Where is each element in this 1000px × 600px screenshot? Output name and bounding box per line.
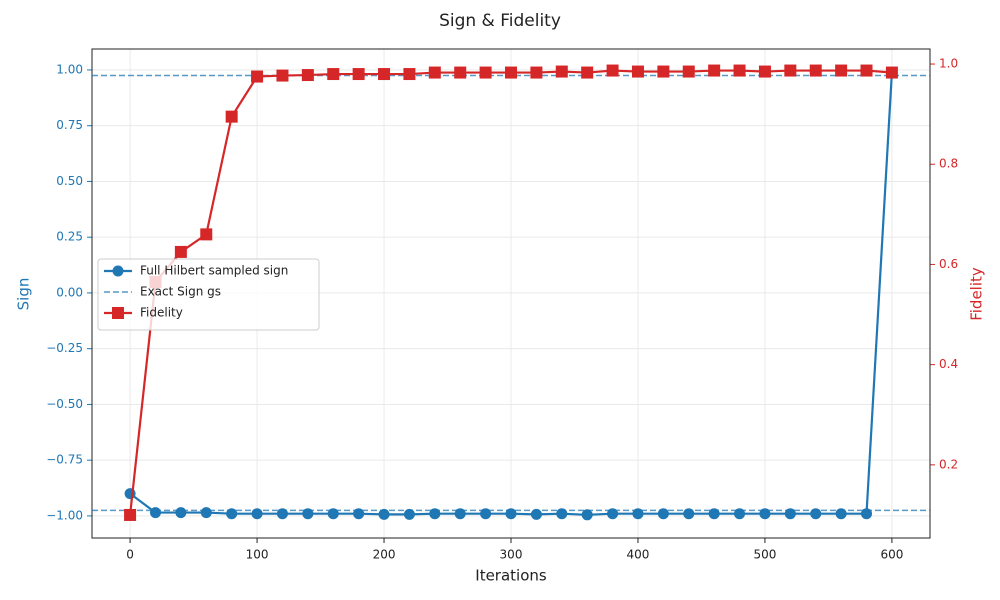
y-tick-label: −0.25	[46, 341, 83, 355]
legend-label: Exact Sign gs	[140, 285, 221, 299]
marker	[175, 507, 187, 519]
plot-frame	[91, 48, 931, 539]
marker	[174, 245, 187, 258]
x-tick-label: 200	[373, 548, 396, 562]
marker	[149, 507, 161, 519]
marker	[784, 64, 797, 77]
marker	[631, 65, 644, 78]
legend-frame	[97, 258, 320, 331]
marker	[403, 508, 415, 520]
marker	[327, 68, 340, 81]
marker	[225, 110, 238, 123]
legend-marker	[112, 265, 124, 277]
marker	[301, 69, 314, 82]
x-tick-label: 300	[500, 548, 523, 562]
marker	[682, 65, 695, 78]
marker	[581, 66, 594, 79]
legend-label: Fidelity	[140, 306, 183, 320]
y-tick-label: −1.00	[46, 508, 83, 522]
marker	[479, 66, 492, 79]
marker	[454, 66, 467, 79]
marker	[860, 64, 873, 77]
marker	[708, 64, 721, 77]
y-tick-label: 0.50	[56, 174, 83, 188]
marker	[835, 64, 848, 77]
marker	[809, 64, 822, 77]
y-axis-label: Sign	[15, 278, 33, 311]
y2-axis-label: Fidelity	[968, 267, 986, 321]
y2-tick-label: 0.6	[939, 257, 958, 271]
marker	[733, 64, 746, 77]
marker	[276, 69, 289, 82]
y2-tick-label: 0.2	[939, 457, 958, 471]
marker	[378, 68, 391, 81]
y-tick-label: 1.00	[56, 62, 83, 76]
marker	[378, 508, 390, 520]
x-tick-label: 400	[627, 548, 650, 562]
marker	[657, 65, 670, 78]
y2-tick-label: 0.4	[939, 357, 958, 371]
marker	[124, 508, 137, 521]
legend-marker	[112, 307, 124, 319]
x-tick-label: 0	[126, 548, 134, 562]
legend: Full Hilbert sampled sign Exact Sign gs Fi…	[97, 258, 320, 331]
marker	[530, 508, 542, 520]
marker	[200, 228, 213, 241]
y2-tick-label: 0.8	[939, 157, 958, 171]
y-tick-label: 0.75	[56, 118, 83, 132]
marker	[581, 509, 593, 521]
x-tick-label: 500	[753, 548, 776, 562]
marker	[758, 65, 771, 78]
marker	[428, 66, 441, 79]
y-tick-label: 0.00	[56, 285, 83, 299]
marker	[352, 68, 365, 81]
x-axis-label: Iterations	[475, 567, 547, 585]
marker	[885, 66, 898, 79]
y2-tick-label: 1.0	[939, 57, 958, 71]
x-tick-label: 600	[880, 548, 903, 562]
legend-label: Full Hilbert sampled sign	[140, 264, 288, 278]
marker	[555, 65, 568, 78]
marker	[403, 68, 416, 81]
y-tick-label: 0.25	[56, 230, 83, 244]
chart-title: Sign & Fidelity	[439, 11, 561, 31]
y-tick-label: −0.50	[46, 397, 83, 411]
marker	[200, 507, 212, 519]
x-tick-label: 100	[246, 548, 269, 562]
y-tick-label: −0.75	[46, 453, 83, 467]
marker	[530, 66, 543, 79]
marker	[505, 66, 517, 79]
marker	[606, 64, 619, 77]
marker	[251, 70, 264, 83]
